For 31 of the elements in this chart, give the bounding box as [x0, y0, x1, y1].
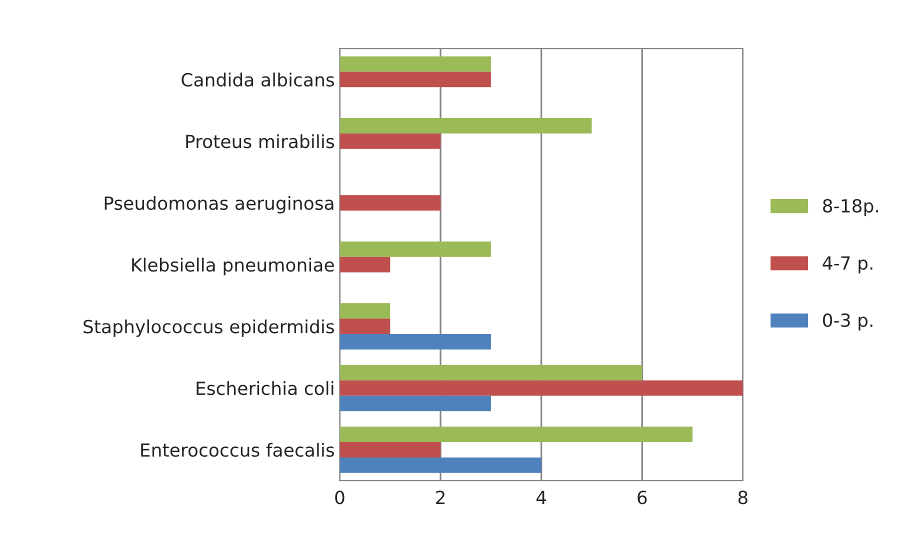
y-tick-label: Candida albicans — [182, 72, 334, 87]
bar — [340, 72, 491, 88]
bar — [340, 334, 491, 350]
y-tick-label: Enterococcus faecalis — [141, 442, 334, 457]
x-tick-label: 0 — [335, 490, 344, 504]
y-tick-label: Staphylococcus epidermidis — [84, 319, 334, 337]
x-tick-label: 2 — [436, 490, 444, 504]
legend-label: 8-18p. — [823, 198, 878, 216]
legend-label: 0-3 p. — [823, 313, 872, 331]
y-tick-label: Pseudomonas aeruginosa — [104, 196, 334, 214]
bar — [340, 426, 693, 442]
x-tick-label: 8 — [738, 490, 748, 504]
legend-label: 4-7 p. — [822, 256, 872, 274]
bar — [340, 442, 441, 458]
bar — [340, 303, 390, 319]
bar — [340, 133, 441, 149]
bar — [340, 364, 642, 380]
x-tick-label: 6 — [638, 490, 647, 504]
y-tick-label: Proteus mirabilis — [186, 134, 334, 148]
bar — [340, 318, 390, 334]
bar — [340, 380, 743, 396]
y-tick-label: Escherichia coli — [196, 381, 334, 396]
bar — [340, 396, 491, 412]
x-tick-label: 4 — [536, 490, 546, 504]
y-tick-label: Klebsiella pneumoniae — [132, 258, 334, 276]
bar — [340, 457, 542, 473]
bar — [340, 241, 491, 257]
bar — [340, 256, 390, 272]
bar — [340, 56, 491, 72]
bar — [340, 118, 592, 134]
bar — [340, 195, 441, 211]
